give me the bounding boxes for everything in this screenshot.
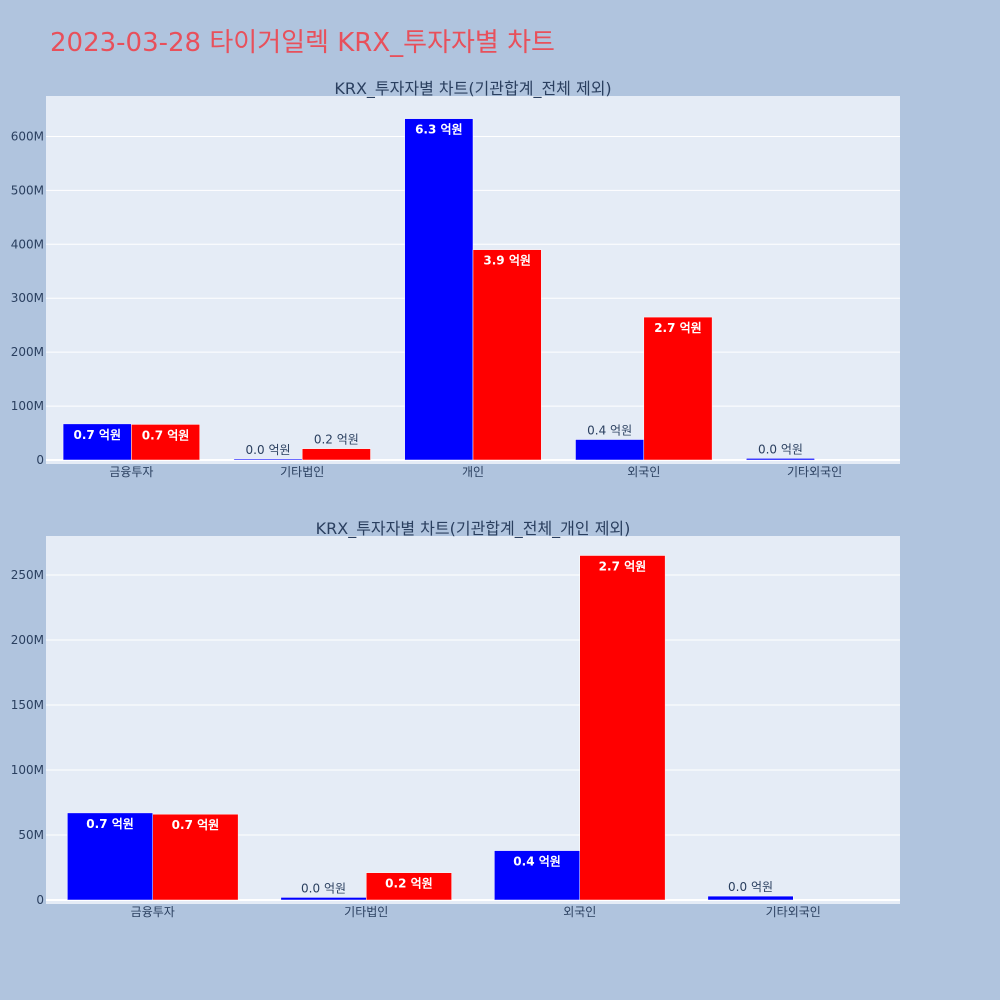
data-label: 0.7 억원: [142, 428, 190, 442]
data-label: 0.7 억원: [86, 817, 134, 831]
y-tick-label: 200M: [11, 633, 44, 647]
data-label: 0.7 억원: [73, 428, 121, 442]
y-tick-label: 50M: [18, 828, 44, 842]
data-label: 0.4 억원: [513, 855, 561, 869]
y-tick-label: 150M: [11, 698, 44, 712]
y-tick-label: 300M: [11, 291, 44, 305]
chart-title-1: KRX_투자자별 차트(기관합계_전체 제외): [334, 79, 611, 99]
data-label: 0.0 억원: [246, 443, 291, 457]
y-tick-label: 100M: [11, 399, 44, 413]
bar: [67, 812, 153, 901]
page-title: 2023-03-28 타이거일렉 KRX_투자자별 차트: [50, 28, 555, 58]
data-label: 3.9 억원: [483, 254, 531, 268]
data-label: 0.0 억원: [728, 880, 773, 894]
bar: [575, 439, 645, 461]
data-label: 0.0 억원: [758, 442, 803, 456]
x-tick-label: 기타외국인: [787, 465, 842, 479]
y-tick-label: 200M: [11, 345, 44, 359]
data-label: 6.3 억원: [415, 123, 463, 137]
bar: [280, 897, 367, 901]
x-tick-label: 외국인: [627, 465, 660, 479]
data-label: 2.7 억원: [654, 321, 702, 335]
bar: [233, 458, 303, 461]
y-tick-label: 250M: [11, 568, 44, 582]
bar: [131, 424, 200, 461]
bar: [472, 249, 542, 461]
bar: [746, 458, 815, 461]
bar: [301, 448, 371, 461]
y-tick-label: 600M: [11, 129, 44, 143]
data-label: 0.2 억원: [385, 877, 433, 891]
x-tick-label: 금융투자: [131, 905, 175, 919]
x-tick-label: 금융투자: [109, 465, 153, 479]
x-tick-label: 개인: [462, 465, 484, 479]
data-label: 2.7 억원: [599, 560, 647, 574]
bar: [643, 316, 713, 461]
y-tick-label: 0: [36, 893, 44, 907]
bar: [366, 872, 452, 901]
x-tick-label: 기타외국인: [766, 905, 821, 919]
bar: [62, 423, 132, 461]
bar: [707, 895, 794, 901]
chart-title-2: KRX_투자자별 차트(기관합계_전체_개인 제외): [316, 519, 631, 539]
y-tick-label: 400M: [11, 237, 44, 251]
bar: [579, 555, 666, 901]
y-tick-label: 500M: [11, 183, 44, 197]
bar: [494, 850, 581, 901]
data-label: 0.7 억원: [172, 818, 220, 832]
bar: [152, 813, 239, 901]
data-label: 0.2 억원: [314, 433, 359, 447]
data-label: 0.0 억원: [301, 881, 346, 895]
data-label: 0.4 억원: [587, 424, 632, 438]
y-tick-label: 100M: [11, 763, 44, 777]
bar: [404, 118, 474, 461]
x-tick-label: 기타법인: [280, 465, 324, 479]
x-tick-label: 외국인: [563, 905, 596, 919]
y-tick-label: 0: [36, 453, 44, 467]
x-tick-label: 기타법인: [344, 905, 388, 919]
